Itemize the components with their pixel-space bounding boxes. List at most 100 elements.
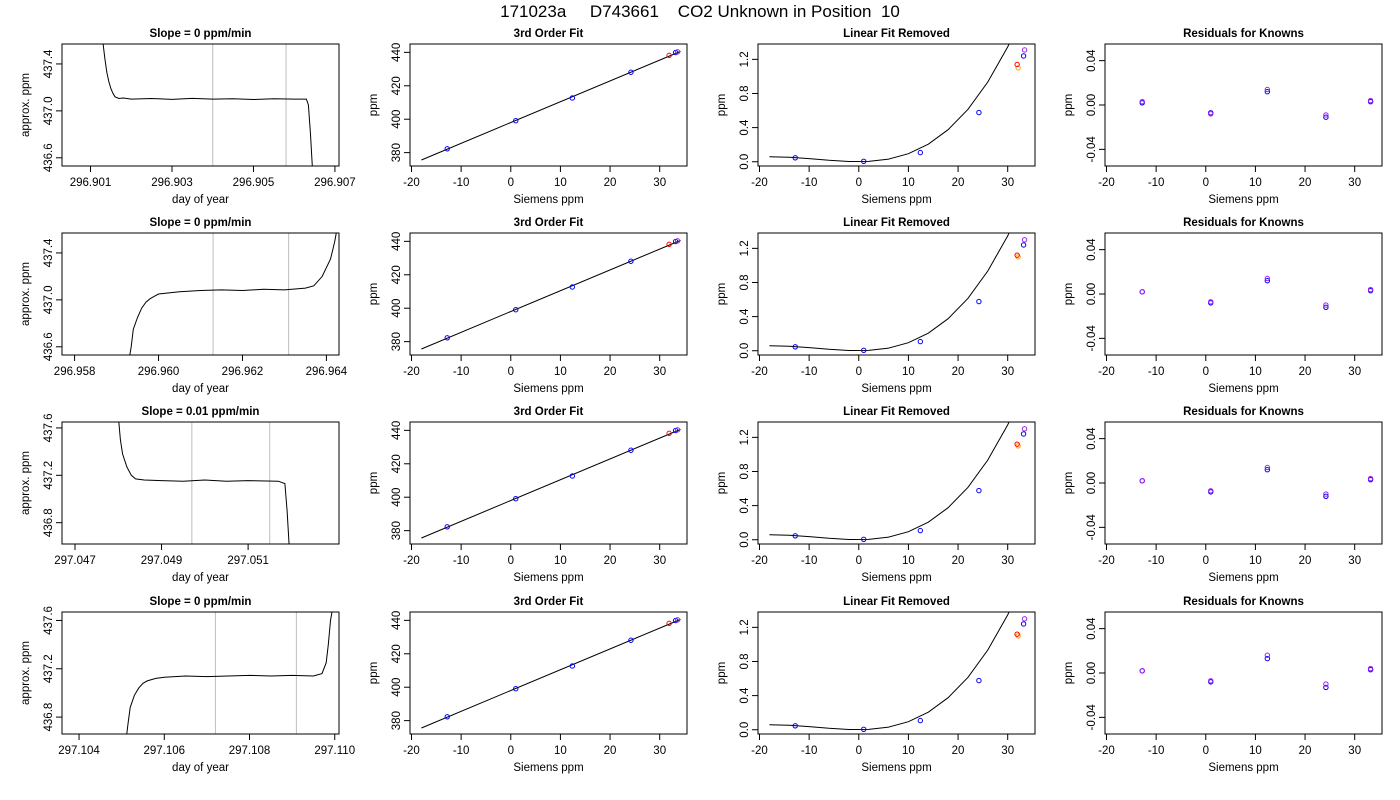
y-axis-label: ppm [1063, 472, 1075, 494]
x-tick-label: 10 [1249, 366, 1262, 378]
x-tick-label: 297.106 [143, 745, 185, 757]
x-axis-label: day of year [172, 572, 229, 584]
panel-lin-2: Linear Fit Removed -20 -10 0 10 20 30 0.0 0.4 0.8… [716, 217, 1036, 395]
known-point [1264, 466, 1271, 473]
known-point [792, 533, 798, 539]
x-tick-label: 0 [856, 555, 862, 567]
y-tick-label: -0.04 [1086, 514, 1098, 541]
y-tick-label: 400 [391, 678, 403, 697]
plot-frame [409, 43, 688, 167]
plot-area [102, 44, 313, 166]
y-axis-label: ppm [716, 472, 728, 494]
known-point [513, 118, 519, 124]
plot-area [421, 427, 681, 539]
y-tick-label: 420 [391, 454, 403, 473]
x-tick-label: 30 [1001, 745, 1014, 757]
known-point-alt [1367, 286, 1374, 293]
x-axis-label: Siemens ppm [861, 762, 931, 774]
fit-curve [769, 44, 1010, 163]
plot-area [118, 422, 290, 544]
x-tick-label: 30 [1348, 366, 1361, 378]
x-tick-label: -10 [1148, 555, 1165, 567]
known-point [976, 298, 982, 305]
x-tick-label: -20 [403, 366, 420, 378]
plot-frame [1104, 421, 1383, 545]
plot-frame [61, 232, 340, 356]
x-tick-label: -20 [751, 177, 768, 189]
fit-curve [769, 233, 1010, 352]
y-axis-label: approx. ppm [20, 73, 32, 137]
x-axis-label: day of year [172, 194, 229, 206]
known-point [1264, 88, 1271, 95]
known-point [628, 69, 634, 75]
known-point [1323, 114, 1329, 120]
fit-line [421, 50, 681, 161]
y-tick-label: 437.4 [43, 238, 55, 267]
known-point-alt [1367, 475, 1374, 482]
y-tick-label: 436.8 [43, 508, 55, 537]
known-point [569, 95, 576, 101]
known-point-alt [1208, 299, 1214, 305]
y-tick-label: 437.2 [43, 461, 55, 490]
known-point [976, 487, 982, 494]
panel-title: Slope = 0 ppm/min [150, 596, 252, 608]
known-point-alt [1139, 668, 1145, 674]
y-tick-label: 0.0 [739, 722, 751, 738]
x-tick-label: 20 [1299, 745, 1312, 757]
known-point [917, 527, 924, 534]
x-tick-label: 10 [1249, 177, 1262, 189]
x-tick-label: 10 [554, 366, 567, 378]
x-tick-label: 0 [508, 366, 514, 378]
y-tick-label: 1.2 [739, 240, 751, 256]
y-tick-label: 420 [391, 76, 403, 95]
x-tick-label: -10 [1148, 177, 1165, 189]
x-tick-label: 296.907 [314, 177, 356, 189]
known-point-alt [1323, 681, 1329, 687]
figure-title: 171023a D743661 CO2 Unknown in Position … [500, 2, 900, 21]
y-tick-label: 400 [391, 488, 403, 507]
y-tick-label: 0.0 [739, 532, 751, 548]
y-axis-label: ppm [1063, 662, 1075, 684]
known-point-alt [1323, 302, 1329, 308]
plot-frame [409, 611, 688, 735]
x-axis-label: Siemens ppm [861, 194, 931, 206]
panel-fit-4: 3rd Order Fit -20 -10 0 10 20 30 380 400 420 440 Si… [368, 596, 688, 774]
known-point-alt [674, 617, 681, 623]
x-tick-label: 10 [902, 177, 915, 189]
fit-line [421, 428, 681, 539]
x-tick-label: 0 [508, 555, 514, 567]
panel-title: Residuals for Knowns [1183, 406, 1304, 418]
y-tick-label: 1.2 [739, 51, 751, 67]
x-tick-label: 0 [856, 745, 862, 757]
y-tick-label: 380 [391, 332, 403, 351]
y-tick-label: 0.8 [739, 463, 751, 479]
x-tick-label: 20 [952, 177, 965, 189]
highlight-point [0, 0, 2, 2]
y-tick-label: 400 [391, 299, 403, 318]
panel-fit-2: 3rd Order Fit -20 -10 0 10 20 30 380 400 420 440 Si… [368, 217, 688, 395]
known-point [1323, 304, 1329, 311]
known-point-alt [1367, 97, 1374, 104]
panel-res-2: Residuals for Knowns -20 -10 0 10 20 30 -0.04 0.… [1063, 217, 1383, 395]
y-axis-label: approx. ppm [20, 641, 32, 705]
panel-title: 3rd Order Fit [514, 28, 584, 40]
y-tick-label: 1.2 [739, 429, 751, 445]
x-tick-label: 20 [1299, 366, 1312, 378]
known-point-alt [1264, 86, 1271, 93]
y-tick-label: -0.04 [1086, 136, 1098, 163]
x-tick-label: 10 [1249, 555, 1262, 567]
y-axis-label: approx. ppm [20, 262, 32, 326]
y-tick-label: 0.8 [739, 85, 751, 101]
y-tick-label: 0.0 [739, 154, 751, 170]
x-tick-label: 297.051 [227, 555, 269, 567]
x-tick-label: 30 [653, 366, 666, 378]
panel-ts-4: Slope = 0 ppm/min 297.104 297.106 297.108 29… [20, 596, 355, 774]
x-tick-label: 0 [1203, 555, 1209, 567]
y-tick-label: 380 [391, 711, 403, 730]
known-point [1264, 277, 1271, 284]
y-axis-label: ppm [368, 283, 380, 305]
y-tick-label: 0.8 [739, 274, 751, 290]
y-axis-label: ppm [1063, 94, 1075, 116]
y-tick-label: 440 [391, 232, 403, 251]
plot-frame [61, 611, 340, 735]
